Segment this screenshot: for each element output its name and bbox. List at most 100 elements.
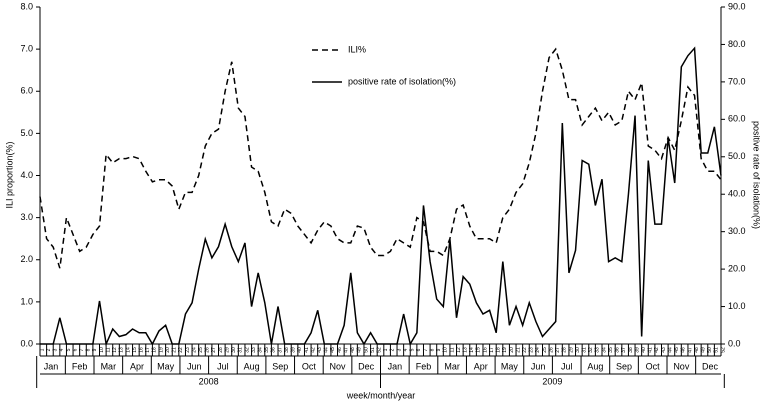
x-tick-label: 22 — [522, 347, 528, 353]
x-tick-label: 13 — [119, 347, 125, 353]
x-tick-label: 30 — [231, 347, 237, 353]
month-label: Jun — [531, 361, 546, 371]
x-tick-label: 10 — [99, 347, 105, 353]
x-tick-label: 4 — [59, 348, 65, 351]
month-label: Apr — [474, 361, 488, 371]
x-tick-label: 42 — [654, 347, 660, 353]
x-tick-label: 27 — [555, 347, 561, 353]
y-axis-title: ILI proportion(%) — [4, 141, 14, 208]
x-tick-label: 37 — [621, 347, 627, 353]
x-tick-label: 1 — [383, 348, 389, 351]
x-tick-label: 29 — [568, 347, 574, 353]
year-label: 2008 — [199, 376, 219, 386]
x-tick-label: 2 — [46, 348, 52, 351]
x-tick-label: 11 — [449, 347, 455, 352]
x-tick-label: 15 — [132, 347, 138, 353]
x-tick-label: 44 — [667, 347, 673, 353]
x-tick-label: 32 — [588, 347, 594, 353]
month-label: Jun — [187, 361, 202, 371]
y2-axis-title: positive rate of isolation(%) — [752, 121, 762, 229]
x-tick-label: 23 — [529, 347, 535, 353]
x-tick-label: 50 — [363, 347, 369, 353]
legend-label: positive rate of isolation(%) — [348, 76, 456, 86]
x-tick-label: 39 — [634, 347, 640, 353]
y-tick-label: 2.0 — [20, 254, 33, 264]
series-line — [40, 46, 722, 347]
y-tick-label: 4.0 — [20, 170, 33, 180]
x-tick-label: 47 — [687, 347, 693, 353]
y-tick-label: 7.0 — [20, 44, 33, 54]
x-tick-label: 26 — [205, 347, 211, 353]
month-label: Jan — [388, 361, 403, 371]
x-tick-label: 49 — [700, 347, 706, 353]
y-tick-label: 0.0 — [20, 338, 33, 348]
x-tick-label: 20 — [509, 347, 515, 353]
year-label: 2009 — [542, 376, 562, 386]
y2-tick-label: 40.0 — [728, 189, 746, 199]
x-tick-label: 41 — [648, 347, 654, 353]
x-tick-label: 31 — [238, 347, 244, 353]
x-tick-label: 35 — [608, 347, 614, 353]
x-tick-label: 12 — [456, 347, 462, 353]
x-tick-label: 52 — [377, 347, 383, 353]
x-tick-label: 49 — [357, 347, 363, 353]
x-axis-title: week/month/year — [346, 390, 416, 400]
month-label: Oct — [302, 361, 317, 371]
month-label: Nov — [673, 361, 690, 371]
x-tick-label: 25 — [542, 347, 548, 353]
x-tick-label: 21 — [515, 347, 521, 353]
x-tick-label: 16 — [482, 347, 488, 353]
x-tick-label: 33 — [251, 347, 257, 353]
month-label: Aug — [587, 361, 603, 371]
month-label: Nov — [330, 361, 347, 371]
x-tick-label: 18 — [496, 347, 502, 353]
y-tick-label: 5.0 — [20, 128, 33, 138]
month-label: Dec — [702, 361, 719, 371]
x-tick-label: 14 — [125, 347, 131, 353]
x-tick-label: 33 — [595, 347, 601, 353]
x-tick-label: 19 — [502, 347, 508, 353]
x-tick-label: 5 — [410, 348, 416, 351]
x-tick-label: 46 — [337, 347, 343, 353]
x-tick-label: 43 — [661, 347, 667, 353]
x-tick-label: 44 — [324, 347, 330, 353]
x-tick-label: 45 — [674, 347, 680, 353]
x-tick-label: 6 — [72, 348, 78, 351]
x-tick-label: 51 — [714, 347, 720, 353]
x-tick-label: 9 — [92, 348, 98, 351]
month-label: Mar — [444, 361, 460, 371]
x-tick-label: 29 — [224, 347, 230, 353]
x-tick-label: 15 — [476, 347, 482, 353]
x-tick-label: 13 — [462, 347, 468, 353]
x-tick-label: 41 — [304, 347, 310, 353]
x-tick-label: 22 — [178, 347, 184, 353]
x-tick-label: 40 — [641, 347, 647, 353]
x-tick-label: 48 — [694, 347, 700, 353]
month-label: Feb — [416, 361, 432, 371]
month-label: Jul — [561, 361, 573, 371]
x-tick-label: 25 — [198, 347, 204, 353]
x-tick-label: 31 — [581, 347, 587, 353]
y2-tick-label: 20.0 — [728, 263, 746, 273]
month-label: Mar — [101, 361, 117, 371]
x-tick-label: 4 — [403, 348, 409, 351]
y2-tick-label: 80.0 — [728, 39, 746, 49]
month-label: Dec — [358, 361, 375, 371]
y2-tick-label: 90.0 — [728, 1, 746, 11]
x-tick-label: 23 — [185, 347, 191, 353]
x-tick-label: 38 — [284, 347, 290, 353]
x-tick-label: 20 — [165, 347, 171, 353]
y2-tick-label: 70.0 — [728, 76, 746, 86]
month-label: Sep — [616, 361, 632, 371]
y2-tick-label: 10.0 — [728, 301, 746, 311]
x-tick-label: 28 — [218, 347, 224, 353]
x-tick-label: 42 — [310, 347, 316, 353]
x-tick-label: 14 — [469, 347, 475, 353]
x-tick-label: 34 — [258, 347, 264, 353]
x-tick-label: 9 — [436, 348, 442, 351]
x-tick-label: 24 — [535, 347, 541, 353]
x-tick-label: 18 — [152, 347, 158, 353]
x-tick-label: 28 — [562, 347, 568, 353]
x-tick-label: 11 — [105, 347, 111, 352]
